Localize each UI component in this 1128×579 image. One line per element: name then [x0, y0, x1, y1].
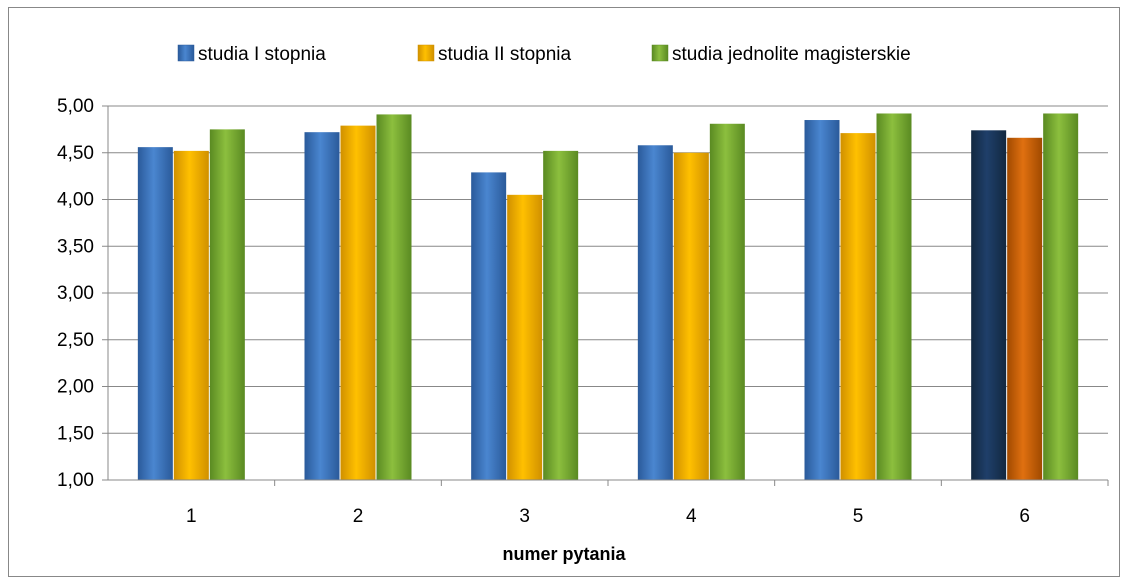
bar-2-q5 — [840, 133, 876, 481]
bar-1-q1 — [137, 147, 173, 480]
grid-lines — [102, 105, 1108, 481]
x-tick-label: 6 — [1019, 506, 1030, 527]
x-tick-label: 5 — [853, 506, 864, 527]
bar-2-q3 — [507, 194, 543, 480]
y-tick-label: 5,00 — [57, 96, 94, 117]
legend-label-3: studia jednolite magisterskie — [672, 44, 911, 65]
bar-1-q5 — [804, 120, 840, 481]
bar-2-q1 — [173, 150, 209, 480]
bar-3-q2 — [376, 114, 412, 480]
bars — [137, 113, 1079, 481]
y-tick-label: 3,50 — [57, 236, 94, 257]
legend-swatch-3 — [651, 44, 669, 62]
bar-3-q1 — [209, 129, 245, 480]
bar-3-q5 — [876, 113, 912, 480]
x-axis-title: numer pytania — [502, 544, 626, 564]
legend-label-2: studia II stopnia — [438, 44, 572, 65]
legend: studia I stopnia studia II stopnia studia … — [177, 44, 911, 65]
axes — [107, 106, 1109, 486]
bar-3-q6 — [1043, 113, 1079, 480]
bar-2-q6 — [1007, 137, 1043, 481]
legend-swatch-1 — [177, 44, 195, 62]
x-tick-labels: 1 2 3 4 5 6 — [186, 506, 1030, 527]
y-tick-label: 4,50 — [57, 143, 94, 164]
x-tick-label: 1 — [186, 506, 197, 527]
x-tick-label: 4 — [686, 506, 697, 527]
bar-1-q2 — [304, 132, 340, 480]
bar-3-q3 — [543, 150, 579, 480]
y-tick-labels: 1,00 1,50 2,00 2,50 3,00 3,50 4,00 4,50 5,00 — [57, 96, 94, 491]
y-tick-label: 2,00 — [57, 377, 94, 398]
legend-label-1: studia I stopnia — [198, 44, 326, 65]
y-tick-label: 1,00 — [57, 470, 94, 491]
bar-3-q4 — [709, 123, 745, 480]
y-tick-label: 2,50 — [57, 330, 94, 351]
bar-2-q4 — [673, 152, 709, 480]
x-tick-label: 3 — [519, 506, 530, 527]
bar-2-q2 — [340, 125, 376, 480]
bar-1-q6 — [971, 130, 1007, 480]
legend-swatch-2 — [417, 44, 435, 62]
x-tick-label: 2 — [353, 506, 364, 527]
bar-1-q4 — [637, 145, 673, 480]
y-tick-label: 4,00 — [57, 190, 94, 211]
y-tick-label: 3,00 — [57, 283, 94, 304]
chart-frame — [8, 7, 1120, 577]
bar-1-q3 — [471, 172, 507, 480]
y-tick-label: 1,50 — [57, 423, 94, 444]
